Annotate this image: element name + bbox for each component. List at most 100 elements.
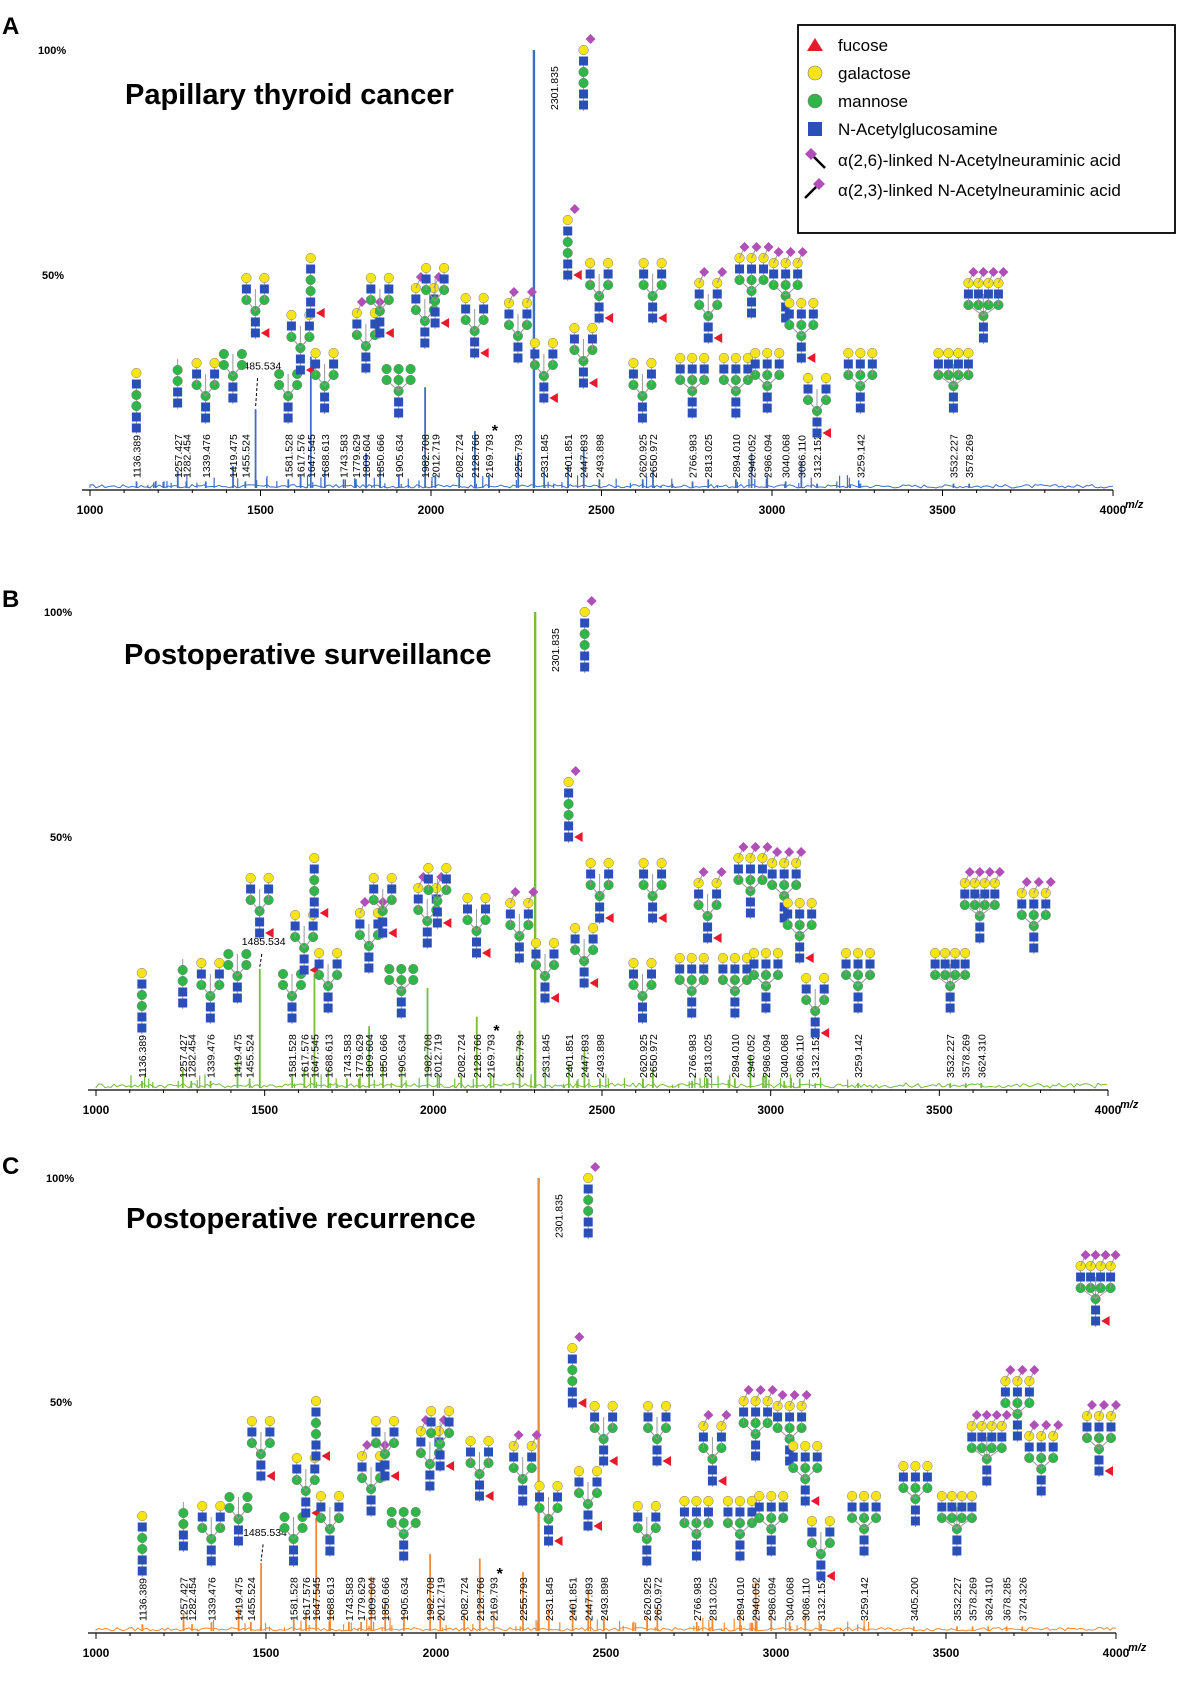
peak-mz-label: 1419.475 — [228, 434, 240, 478]
glcnac-icon — [309, 897, 319, 907]
galactose-icon — [421, 262, 432, 274]
galactose-icon — [478, 292, 489, 304]
glcnac-icon — [233, 1525, 243, 1535]
x-tick-label: 3000 — [759, 503, 786, 517]
glcnac-icon — [960, 889, 970, 899]
peak-mz-label: 3086.110 — [796, 435, 808, 478]
galactose-icon — [209, 357, 220, 369]
glcnac-icon — [553, 1492, 563, 1502]
glcnac-icon — [687, 408, 697, 418]
galactose-icon — [820, 372, 832, 384]
galactose-icon — [315, 1490, 326, 1502]
glcnac-icon — [215, 1512, 225, 1522]
glcnac-icon — [325, 1535, 335, 1545]
glcnac-icon — [867, 359, 877, 369]
glycan-structure-icon — [578, 34, 596, 111]
peak-mz-label: 2650.972 — [652, 1577, 664, 1621]
glycan-structure-icon — [309, 852, 329, 919]
galactose-icon — [530, 937, 542, 949]
glcnac-icon — [694, 889, 704, 899]
glcnac-icon — [990, 889, 1000, 899]
glcnac-icon — [265, 1427, 275, 1437]
glycan-structure-icon — [426, 1405, 455, 1472]
galactose-icon — [956, 1490, 967, 1502]
legend-item: mannose — [807, 92, 908, 111]
glcnac-icon — [977, 1432, 987, 1442]
glcnac-icon — [228, 393, 238, 403]
peak-mz-label: 1282.454 — [187, 1577, 199, 1621]
galactose-icon — [570, 922, 581, 934]
glcnac-icon — [470, 337, 480, 347]
neuac-icon — [1080, 1250, 1091, 1260]
glycan-structure-icon — [754, 1490, 789, 1557]
galactose-icon — [746, 1495, 758, 1507]
neuac-icon — [513, 1430, 524, 1440]
galactose-icon — [784, 297, 795, 309]
glcnac-icon — [426, 1417, 436, 1427]
glcnac-icon — [311, 1407, 321, 1417]
glcnac-icon — [574, 1477, 584, 1487]
glcnac-icon — [1029, 932, 1039, 942]
legend-label: galactose — [838, 64, 911, 83]
legend-label: α(2,3)-linked N-Acetylneuraminic acid — [838, 181, 1121, 200]
glcnac-icon — [178, 998, 188, 1008]
glcnac-icon — [334, 1502, 344, 1512]
mannose-icon — [386, 1517, 397, 1529]
glycan-structure-icon — [290, 909, 319, 976]
neuac-icon — [716, 867, 727, 877]
glcnac-icon — [369, 884, 379, 894]
glcnac-icon — [937, 1502, 947, 1512]
neuac-icon — [528, 887, 539, 897]
glcnac-icon — [751, 1451, 761, 1461]
galactose-icon — [1095, 1260, 1106, 1272]
glycan-structure-icon — [898, 1460, 933, 1527]
glycan-structure-icon — [738, 1385, 778, 1462]
glcnac-icon — [394, 397, 404, 407]
glcnac-icon — [779, 902, 789, 912]
glcnac-icon — [131, 423, 141, 433]
fucose-icon — [717, 1476, 727, 1486]
glycan-structure-icon — [628, 357, 657, 424]
mannose-icon — [224, 1491, 235, 1503]
neuac-icon — [964, 867, 975, 877]
glycan-structure-icon — [562, 204, 582, 281]
glycan-structure-icon — [734, 242, 774, 319]
glycan-structure-icon — [305, 252, 325, 319]
glcnac-icon — [731, 364, 741, 374]
peak-mz-label: 2766.983 — [688, 434, 700, 478]
neuac-icon — [984, 867, 995, 877]
fucose-icon — [822, 428, 832, 438]
peak-mz-label: 3086.110 — [800, 1578, 812, 1621]
peak-mz-label: 3132.152 — [816, 1577, 828, 1621]
glcnac-icon — [762, 359, 772, 369]
label-pointer — [255, 378, 259, 408]
glycan-structure-icon — [508, 1430, 542, 1507]
x-tick-label: 4000 — [1103, 1646, 1130, 1660]
galactose-icon — [365, 272, 376, 284]
galactose-icon — [567, 1342, 578, 1354]
glcnac-icon — [637, 413, 647, 423]
glcnac-icon — [978, 322, 988, 332]
glcnac-icon — [637, 402, 647, 412]
glycan-structure-icon — [840, 947, 876, 1014]
glcnac-icon — [233, 1536, 243, 1546]
fucose-icon — [604, 313, 614, 323]
fucose-icon — [805, 953, 814, 963]
peak-mz-label: 2128.766 — [475, 1577, 487, 1621]
x-tick-label: 2000 — [423, 1646, 450, 1660]
glcnac-icon — [761, 1003, 771, 1013]
galactose-icon — [383, 272, 394, 284]
glcnac-icon — [661, 1412, 671, 1422]
peak-mz-label: 2493.898 — [594, 434, 606, 478]
galactose-icon — [480, 892, 491, 904]
peak-mz-label: 2301.835 — [549, 66, 561, 110]
galactose-icon — [691, 1495, 702, 1507]
galactose-icon — [386, 872, 397, 884]
glcnac-icon — [975, 933, 985, 943]
peak-mz-label: 1339.476 — [206, 1034, 218, 1078]
glcnac-icon — [232, 993, 242, 1003]
mannose-icon — [398, 1517, 409, 1529]
glcnac-icon — [364, 963, 374, 973]
glcnac-icon — [548, 349, 558, 359]
neuac-icon — [1087, 1400, 1097, 1410]
